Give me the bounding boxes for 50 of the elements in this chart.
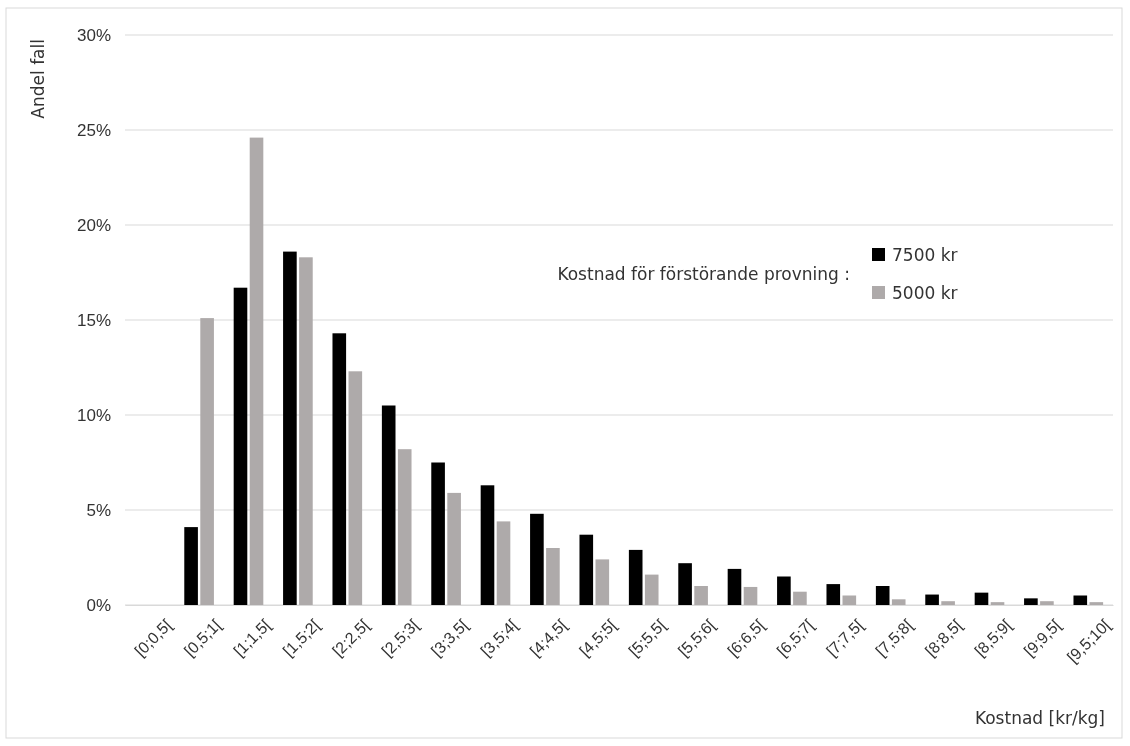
y-tick-label: 0% — [86, 595, 111, 615]
bar — [431, 462, 445, 605]
legend-label: 7500 kr — [892, 245, 958, 265]
bar — [891, 599, 906, 605]
bar — [842, 595, 857, 605]
bar — [925, 594, 939, 605]
bar — [530, 513, 544, 605]
bar — [496, 521, 511, 605]
bar — [1089, 602, 1104, 605]
bar — [595, 559, 610, 605]
y-tick-label: 5% — [86, 500, 111, 520]
bar — [990, 602, 1005, 605]
y-tick-label: 25% — [76, 120, 111, 140]
y-tick-label: 10% — [76, 405, 111, 425]
bar — [743, 586, 758, 605]
bar — [480, 485, 495, 605]
bar — [1024, 598, 1038, 605]
bar — [826, 584, 841, 605]
bar — [875, 586, 890, 605]
bar — [974, 592, 989, 605]
y-tick-label: 20% — [76, 215, 111, 235]
bar — [793, 591, 807, 605]
bar — [727, 568, 742, 605]
bar — [1073, 595, 1088, 605]
bar — [397, 449, 412, 605]
y-tick-label: 15% — [76, 310, 111, 330]
legend-title: Kostnad för förstörande provning : — [557, 264, 850, 284]
y-tick-label: 30% — [76, 25, 111, 45]
bar — [644, 574, 659, 605]
bar — [299, 257, 313, 605]
bar — [447, 492, 461, 605]
bar — [332, 333, 347, 605]
bar — [1040, 601, 1054, 605]
bar — [579, 534, 594, 605]
bar — [678, 563, 692, 605]
bar — [694, 586, 708, 605]
bar — [249, 137, 264, 605]
bar — [381, 405, 396, 605]
bar — [233, 287, 248, 605]
bar — [184, 527, 198, 605]
x-axis-title: Kostnad [kr/kg] — [974, 708, 1105, 728]
bar — [628, 549, 643, 605]
bar — [941, 601, 955, 605]
bar — [546, 548, 560, 605]
bar — [777, 576, 791, 605]
bar — [283, 251, 297, 605]
legend-label: 5000 kr — [892, 283, 958, 303]
bar — [200, 318, 214, 605]
bar — [348, 371, 363, 605]
y-axis-title: Andel fall — [28, 39, 48, 119]
